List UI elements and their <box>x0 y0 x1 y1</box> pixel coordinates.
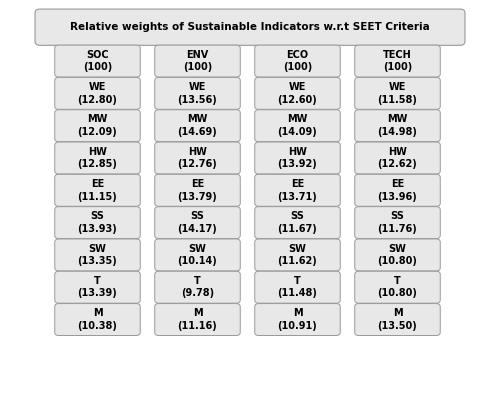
FancyBboxPatch shape <box>254 304 340 336</box>
Text: WE
(12.60): WE (12.60) <box>278 82 318 104</box>
FancyBboxPatch shape <box>355 45 440 77</box>
FancyBboxPatch shape <box>355 207 440 239</box>
FancyBboxPatch shape <box>254 142 340 174</box>
Text: MW
(12.09): MW (12.09) <box>78 115 118 137</box>
FancyBboxPatch shape <box>254 77 340 109</box>
FancyBboxPatch shape <box>155 45 240 77</box>
Text: Relative weights of Sustainable Indicators w.r.t SEET Criteria: Relative weights of Sustainable Indicato… <box>70 22 430 32</box>
Text: M
(10.91): M (10.91) <box>278 309 318 331</box>
Text: SS
(11.67): SS (11.67) <box>278 212 318 234</box>
Text: T
(10.80): T (10.80) <box>378 276 418 298</box>
Text: WE
(11.58): WE (11.58) <box>378 82 418 104</box>
FancyBboxPatch shape <box>55 207 140 239</box>
FancyBboxPatch shape <box>55 175 140 206</box>
Text: HW
(12.62): HW (12.62) <box>378 147 418 169</box>
FancyBboxPatch shape <box>55 239 140 271</box>
Text: SOC
(100): SOC (100) <box>83 50 112 72</box>
Text: ECO
(100): ECO (100) <box>283 50 312 72</box>
FancyBboxPatch shape <box>155 110 240 142</box>
FancyBboxPatch shape <box>254 110 340 142</box>
Text: SS
(14.17): SS (14.17) <box>178 212 218 234</box>
Text: SW
(11.62): SW (11.62) <box>278 244 318 266</box>
Text: M
(11.16): M (11.16) <box>178 309 218 331</box>
Text: MW
(14.09): MW (14.09) <box>278 115 318 137</box>
FancyBboxPatch shape <box>355 304 440 336</box>
FancyBboxPatch shape <box>55 45 140 77</box>
FancyBboxPatch shape <box>254 175 340 206</box>
Text: EE
(11.15): EE (11.15) <box>78 179 118 201</box>
FancyBboxPatch shape <box>55 304 140 336</box>
Text: SW
(10.80): SW (10.80) <box>378 244 418 266</box>
Text: TECH
(100): TECH (100) <box>383 50 412 72</box>
Text: SW
(13.35): SW (13.35) <box>78 244 118 266</box>
Text: SS
(11.76): SS (11.76) <box>378 212 418 234</box>
FancyBboxPatch shape <box>355 175 440 206</box>
Text: T
(13.39): T (13.39) <box>78 276 118 298</box>
Text: M
(13.50): M (13.50) <box>378 309 418 331</box>
Text: ENV
(100): ENV (100) <box>183 50 212 72</box>
FancyBboxPatch shape <box>355 110 440 142</box>
FancyBboxPatch shape <box>55 77 140 109</box>
FancyBboxPatch shape <box>55 110 140 142</box>
FancyBboxPatch shape <box>155 77 240 109</box>
FancyBboxPatch shape <box>155 304 240 336</box>
Text: MW
(14.69): MW (14.69) <box>178 115 218 137</box>
FancyBboxPatch shape <box>55 271 140 303</box>
FancyBboxPatch shape <box>355 271 440 303</box>
Text: SW
(10.14): SW (10.14) <box>178 244 218 266</box>
Text: HW
(12.76): HW (12.76) <box>178 147 218 169</box>
FancyBboxPatch shape <box>155 142 240 174</box>
Text: WE
(12.80): WE (12.80) <box>78 82 118 104</box>
FancyBboxPatch shape <box>35 9 465 45</box>
Text: EE
(13.71): EE (13.71) <box>278 179 318 201</box>
Text: HW
(13.92): HW (13.92) <box>278 147 318 169</box>
FancyBboxPatch shape <box>355 142 440 174</box>
FancyBboxPatch shape <box>355 239 440 271</box>
FancyBboxPatch shape <box>254 45 340 77</box>
Text: SS
(13.93): SS (13.93) <box>78 212 118 234</box>
FancyBboxPatch shape <box>155 271 240 303</box>
FancyBboxPatch shape <box>254 207 340 239</box>
Text: EE
(13.96): EE (13.96) <box>378 179 418 201</box>
FancyBboxPatch shape <box>254 271 340 303</box>
Text: T
(9.78): T (9.78) <box>181 276 214 298</box>
FancyBboxPatch shape <box>55 142 140 174</box>
FancyBboxPatch shape <box>355 77 440 109</box>
Text: M
(10.38): M (10.38) <box>78 309 118 331</box>
FancyBboxPatch shape <box>254 239 340 271</box>
FancyBboxPatch shape <box>155 207 240 239</box>
Text: HW
(12.85): HW (12.85) <box>78 147 118 169</box>
Text: MW
(14.98): MW (14.98) <box>378 115 418 137</box>
Text: WE
(13.56): WE (13.56) <box>178 82 218 104</box>
FancyBboxPatch shape <box>155 239 240 271</box>
Text: T
(11.48): T (11.48) <box>278 276 318 298</box>
Text: EE
(13.79): EE (13.79) <box>178 179 218 201</box>
FancyBboxPatch shape <box>155 175 240 206</box>
